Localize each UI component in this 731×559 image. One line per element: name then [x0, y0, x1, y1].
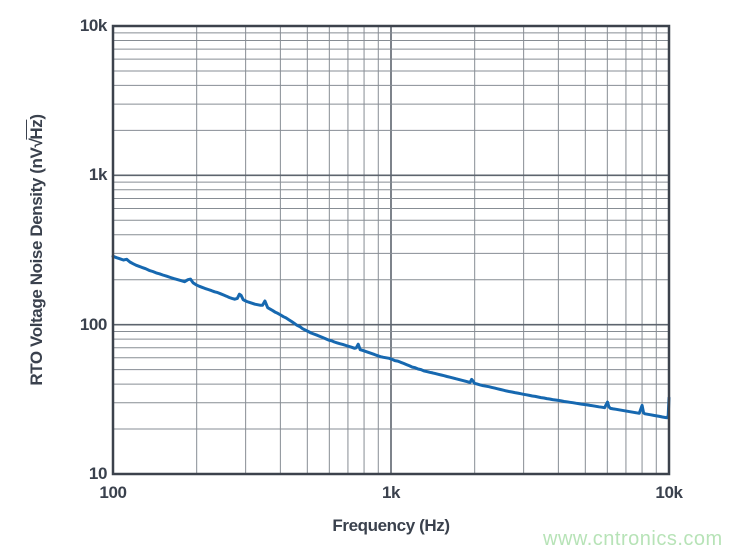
y-axis-title-text: RTO Voltage Noise Density (nV — [27, 147, 46, 386]
y-axis-title-close: ) — [27, 114, 46, 120]
x-tick-label: 100 — [99, 483, 127, 502]
y-tick-label: 1k — [88, 165, 108, 185]
y-axis-title: RTO Voltage Noise Density (nV√Hz) — [27, 114, 47, 385]
sqrt-symbol: √ — [27, 138, 46, 148]
plot-frame — [111, 24, 671, 476]
noise-density-curve — [111, 254, 671, 420]
x-tick-label: 1k — [381, 483, 401, 502]
x-tick-label: 10k — [655, 483, 683, 502]
watermark: www.cntronics.com — [543, 528, 723, 550]
x-axis-title: Frequency (Hz) — [332, 516, 450, 535]
y-axis-title-hz: Hz — [27, 119, 46, 140]
y-tick-label: 100 — [79, 314, 108, 334]
y-tick-label: 10k — [79, 16, 108, 35]
y-tick-label: 10 — [88, 464, 108, 483]
